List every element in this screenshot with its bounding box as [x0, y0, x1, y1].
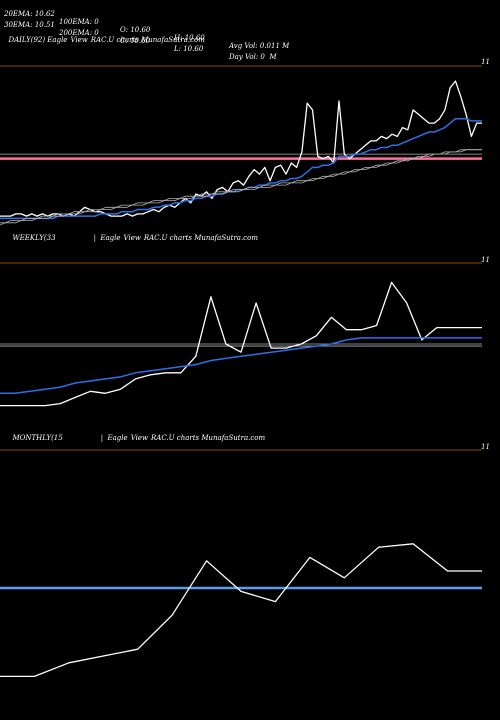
ema100-label: 100EMA: 0 [59, 18, 99, 26]
weekly-price-line [0, 281, 482, 407]
weekly-panel-label: WEEKLY(33 | Eagle View RAC.U charts MunafaS… [12, 234, 258, 242]
avg-vol-label: Avg Vol: 0.011 M [229, 42, 290, 50]
low-label: L: 10.60 [174, 45, 204, 53]
monthly-axis-tick: 11 [481, 443, 490, 451]
open-label: O: 10.60 [120, 26, 151, 34]
ema20-label: 20EMA: 10.62 [4, 10, 55, 18]
ema200-label: 200EMA: 0 [59, 29, 99, 37]
daily-axis-tick: 11 [481, 58, 490, 66]
monthly-panel-label: MONTHLY(15 | Eagle View RAC.U charts Munafa… [12, 434, 266, 442]
daily-slow-line [0, 149, 482, 226]
high-label: H: 10.60 [174, 34, 205, 42]
ema30-label: 30EMA: 10.51 [4, 21, 55, 29]
daily-slow2-line [0, 149, 482, 224]
monthly-chart [0, 543, 482, 678]
daily-panel-label: DAILY(92) Eagle View RAC.U charts MunafaSu… [8, 36, 205, 44]
weekly-ema-line [0, 337, 482, 395]
daily-ema-line [0, 117, 482, 220]
day-vol-label: Day Vol: 0 M [229, 53, 277, 61]
close-label: C: 10.60 [120, 37, 150, 45]
weekly-axis-tick: 11 [481, 256, 490, 264]
daily-price-line [0, 80, 482, 217]
monthly-price-line [0, 543, 482, 678]
header-row-2: 30EMA: 10.51 200EMA: 0 C: 10.60 L: 10.60… [4, 13, 277, 61]
header-row-1: 20EMA: 10.62 100EMA: 0 O: 10.60 H: 10.60… [4, 2, 289, 50]
daily-chart [0, 80, 482, 226]
weekly-chart [0, 281, 482, 407]
